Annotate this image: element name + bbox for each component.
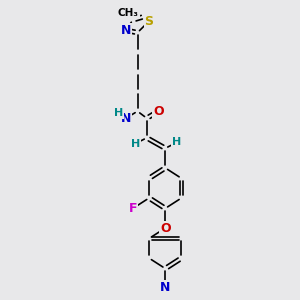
Text: O: O	[160, 222, 171, 235]
Text: N: N	[121, 112, 131, 125]
Text: CH₃: CH₃	[118, 8, 139, 18]
Text: O: O	[153, 105, 164, 118]
Text: H: H	[130, 139, 140, 148]
Text: N: N	[160, 280, 170, 293]
Text: N: N	[121, 24, 131, 37]
Text: F: F	[129, 202, 137, 215]
Text: H: H	[114, 108, 123, 118]
Text: H: H	[172, 137, 182, 148]
Text: S: S	[145, 14, 154, 28]
